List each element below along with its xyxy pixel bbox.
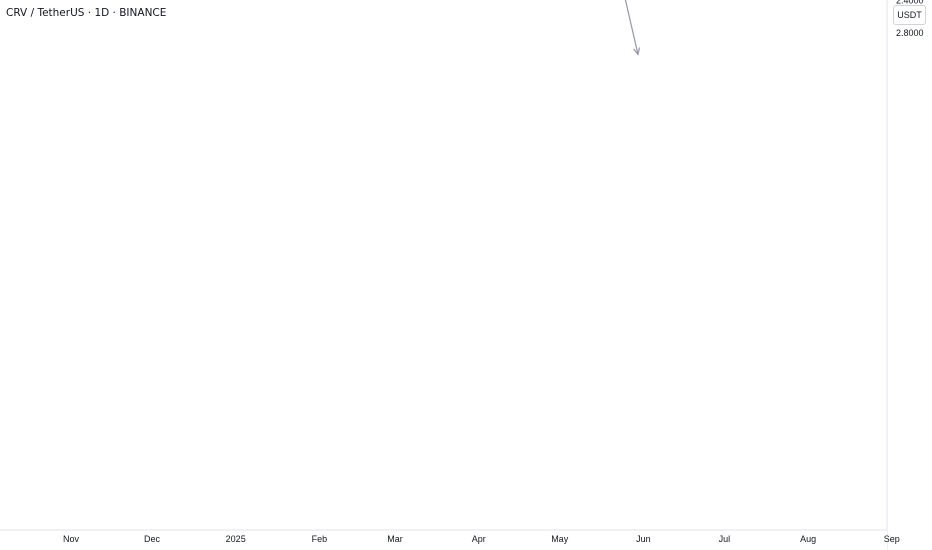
price-axis [887, 0, 932, 550]
x-tick-label: Sep [884, 534, 900, 544]
projection-path [624, 0, 639, 55]
x-tick-label: Aug [800, 534, 816, 544]
y-tick-label: 2.8000 [896, 28, 924, 38]
x-tick-label: Apr [472, 534, 486, 544]
currency-button[interactable]: USDT [893, 5, 926, 25]
projection-arrowhead [633, 47, 641, 56]
x-tick-label: Nov [63, 534, 80, 544]
x-tick-label: 2025 [226, 534, 246, 544]
x-tick-label: Jul [719, 534, 731, 544]
time-axis [0, 530, 887, 550]
x-tick-label: Feb [312, 534, 328, 544]
x-tick-label: May [551, 534, 569, 544]
x-tick-label: Dec [144, 534, 161, 544]
x-tick-label: Mar [387, 534, 403, 544]
x-tick-label: Jun [636, 534, 651, 544]
symbol-title[interactable]: CRV / TetherUS · 1D · BINANCE [6, 7, 167, 19]
y-tick-label: 2.4000 [896, 0, 924, 6]
